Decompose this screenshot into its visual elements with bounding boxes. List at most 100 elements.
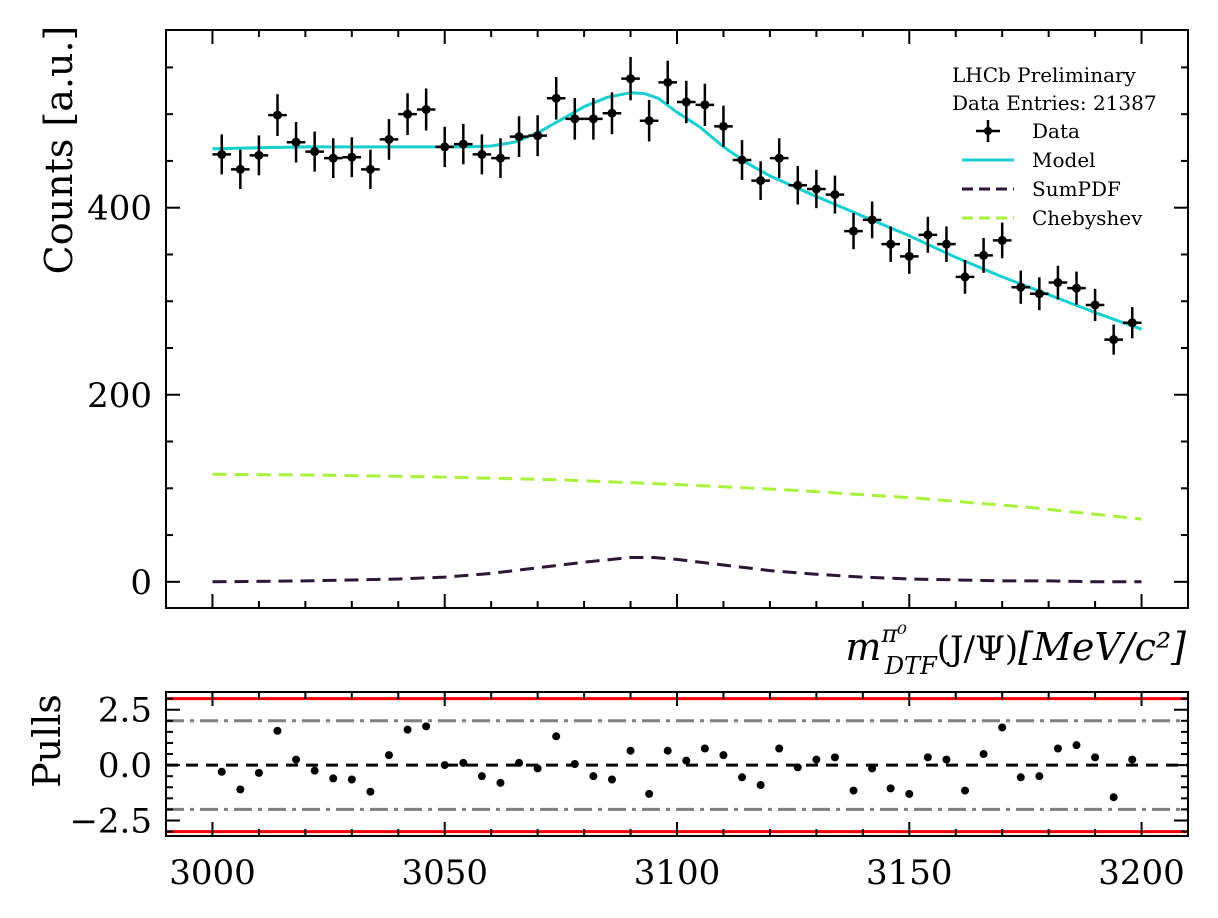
xlabel-sub: DTF	[884, 652, 938, 680]
pull-point	[961, 786, 970, 795]
data-point-marker	[588, 114, 598, 124]
data-point-marker	[774, 153, 784, 163]
data-point	[788, 165, 808, 205]
data-point-marker	[235, 164, 245, 174]
data-point	[695, 83, 715, 126]
pull-y-tick-label: −2.5	[69, 801, 152, 841]
data-point-marker	[681, 97, 691, 107]
data-point-marker	[291, 137, 301, 147]
pull-point	[1128, 755, 1137, 764]
data-point	[1048, 265, 1068, 300]
data-point	[937, 226, 956, 262]
pull-point	[1109, 793, 1118, 802]
data-point-marker	[310, 147, 320, 157]
data-point-marker	[811, 184, 821, 194]
data-point	[918, 216, 938, 253]
main-x-axis-title: mπ⁰ DTF(J/Ψ)[MeV/c²]	[845, 620, 1186, 680]
main-y-tick-label: 0	[130, 563, 152, 603]
main-plot-area	[212, 56, 1143, 584]
data-point	[1030, 277, 1049, 311]
data-point	[491, 138, 510, 179]
pull-point	[422, 722, 431, 731]
data-point	[212, 134, 232, 175]
data-point-marker	[923, 230, 933, 240]
data-point-marker	[1016, 282, 1026, 292]
data-point-marker	[737, 155, 747, 165]
data-point	[881, 226, 900, 262]
pull-x-tick-label: 3050	[401, 853, 488, 893]
data-point-marker	[1109, 335, 1119, 345]
data-point	[732, 140, 752, 180]
data-point-marker	[979, 250, 989, 260]
data-point-marker	[403, 109, 413, 119]
legend-entry-data: Data	[976, 119, 1080, 143]
pull-point	[347, 775, 356, 784]
data-point	[658, 60, 677, 104]
data-point	[1122, 307, 1142, 339]
data-point-marker	[830, 190, 840, 200]
pull-point	[1016, 773, 1025, 782]
data-point	[621, 56, 640, 101]
pull-point	[868, 764, 877, 773]
data-point	[769, 138, 789, 179]
data-point	[1011, 270, 1031, 304]
pull-point	[979, 750, 988, 759]
data-point-marker	[421, 104, 431, 114]
pull-point	[496, 778, 505, 787]
data-point	[955, 260, 975, 294]
series-chebyshev-curve	[212, 472, 1142, 521]
pull-point	[589, 772, 598, 781]
data-point-marker	[1072, 283, 1082, 293]
data-point-marker	[867, 215, 877, 225]
data-point-marker	[570, 114, 580, 124]
pull-point	[236, 785, 245, 794]
data-point	[342, 137, 362, 178]
data-point-marker	[347, 152, 357, 162]
data-point-marker	[440, 142, 450, 152]
pull-point	[849, 786, 858, 795]
data-point	[602, 92, 622, 135]
data-point	[844, 212, 863, 250]
series-model-curve	[212, 91, 1143, 331]
pull-point	[477, 772, 486, 781]
data-point-marker	[328, 153, 338, 163]
pull-point	[533, 764, 542, 773]
pull-point	[366, 787, 375, 796]
pull-point	[756, 781, 765, 790]
main-y-tick-label: 200	[87, 376, 152, 416]
pull-y-axis-title: Pulls	[25, 694, 69, 788]
xlabel-m: m	[845, 625, 881, 669]
pull-ticks: −2.5 0.0 2.5 3000 3050 3100 3150 3200	[69, 691, 1188, 893]
legend-label-chebyshev: Chebyshev	[1032, 206, 1143, 230]
series-sumpdf-curve	[212, 556, 1142, 584]
pull-point	[1091, 753, 1100, 762]
data-point	[807, 169, 826, 209]
pull-panel: −2.5 0.0 2.5 3000 3050 3100 3150 3200 Pulls	[25, 691, 1189, 893]
data-point-marker	[886, 239, 896, 249]
data-point	[751, 161, 770, 200]
legend-entry-chebyshev: Chebyshev	[962, 206, 1143, 230]
pull-x-tick-label: 3000	[169, 853, 256, 893]
data-point	[899, 238, 919, 274]
xlabel-sup: π⁰	[880, 620, 907, 648]
data-point	[584, 98, 603, 140]
data-point-marker	[1053, 278, 1063, 288]
pull-y-tick-label: 2.5	[98, 691, 152, 731]
pull-point	[923, 753, 932, 762]
pull-point	[830, 753, 839, 762]
pull-point	[700, 744, 709, 753]
data-point-marker	[384, 134, 394, 144]
main-y-tick-label: 400	[87, 189, 152, 229]
pull-point	[292, 755, 301, 764]
data-point-marker	[849, 226, 859, 236]
pull-point	[552, 732, 561, 741]
data-point	[361, 149, 380, 189]
data-point-marker	[663, 77, 673, 87]
pull-point	[682, 756, 691, 765]
data-point	[472, 134, 492, 175]
pull-point	[1072, 741, 1081, 750]
pull-point	[217, 767, 226, 776]
pull-point	[459, 758, 468, 767]
legend-label-data: Data	[1032, 119, 1080, 143]
